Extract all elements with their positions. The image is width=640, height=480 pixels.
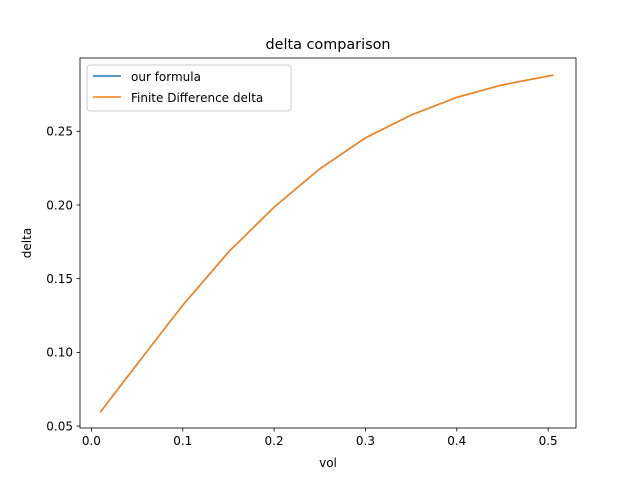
plot-frame [79,57,577,429]
plot-lines [99,74,554,413]
legend-label-our-formula: our formula [131,70,201,84]
x-tick-label: 0.1 [173,434,192,448]
y-tick-label: 0.15 [46,272,73,286]
legend-label-finite-difference: Finite Difference delta [131,91,263,105]
y-axis-label: delta [20,228,34,258]
legend: our formula Finite Difference delta [86,64,292,112]
chart-title: delta comparison [265,37,390,53]
y-tick-label: 0.20 [46,198,73,212]
x-axis-label: vol [319,456,337,470]
x-tick-label: 0.5 [539,434,558,448]
y-tick-label: 0.10 [46,346,73,360]
x-tick-label: 0.3 [356,434,375,448]
legend-box [86,64,292,112]
x-tick-label: 0.0 [82,434,101,448]
x-tick-label: 0.4 [447,434,466,448]
x-axis-ticks: 0.0 0.1 0.2 0.3 0.4 0.5 [82,428,558,448]
x-tick-label: 0.2 [265,434,284,448]
y-tick-label: 0.25 [46,125,73,139]
y-tick-label: 0.05 [46,419,73,433]
y-axis-ticks: 0.05 0.10 0.15 0.20 0.25 [46,125,80,433]
series-line-finite-difference-delta [99,74,554,413]
